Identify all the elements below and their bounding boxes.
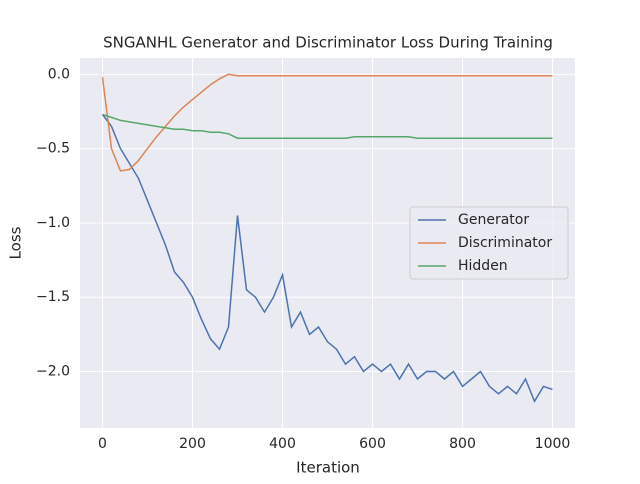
legend-box <box>409 206 569 280</box>
legend-label: Discriminator <box>458 235 552 251</box>
y-tick-label: −2.0 <box>36 364 70 380</box>
x-tick-label: 0 <box>98 436 107 452</box>
x-axis-label: Iteration <box>296 459 360 477</box>
x-tick-label: 800 <box>449 436 476 452</box>
legend-label: Generator <box>458 212 529 228</box>
y-axis-label: Loss <box>7 226 25 259</box>
line-series <box>102 113 553 139</box>
chart-title: SNGANHL Generator and Discriminator Loss… <box>103 34 553 52</box>
y-tick-label: −1.5 <box>36 289 70 305</box>
line-series <box>101 73 553 172</box>
y-tick-label: −0.5 <box>36 141 70 157</box>
legend-label: Hidden <box>458 258 508 274</box>
x-tick-label: 600 <box>359 436 386 452</box>
y-tick-label: 0.0 <box>48 66 70 82</box>
x-tick-label: 1000 <box>535 436 571 452</box>
y-tick-label: −1.0 <box>36 215 70 231</box>
line-series <box>101 114 553 403</box>
x-tick-label: 200 <box>179 436 206 452</box>
x-tick-label: 400 <box>269 436 296 452</box>
